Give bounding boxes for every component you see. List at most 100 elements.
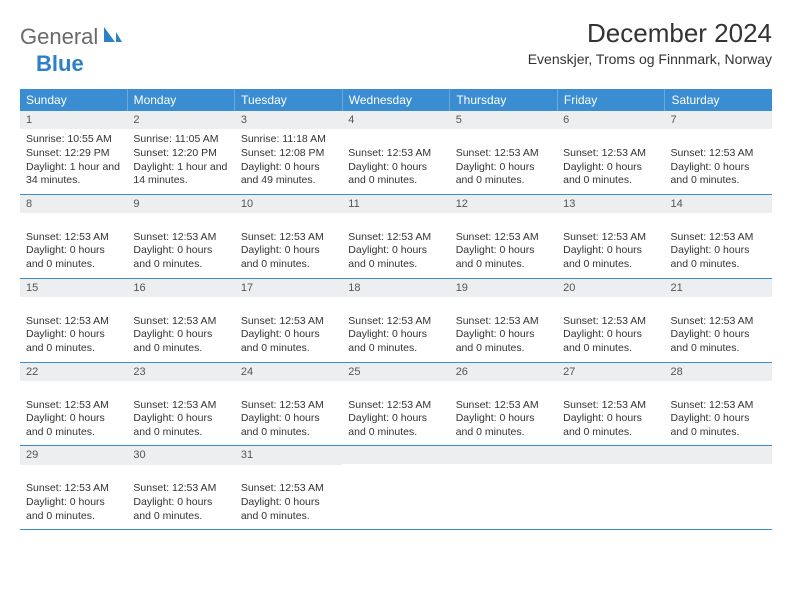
day-line: Daylight: 0 hours and 49 minutes. [241, 161, 336, 188]
day-number: 8 [20, 195, 127, 213]
day-line: Sunset: 12:53 AM [133, 231, 228, 245]
day-line: Sunset: 12:53 AM [563, 147, 658, 161]
day-number: 1 [20, 111, 127, 129]
day-data: Sunset: 12:53 AMDaylight: 0 hours and 0 … [127, 297, 234, 356]
day-data: Sunset: 12:53 AMDaylight: 0 hours and 0 … [20, 297, 127, 356]
day-data: Sunset: 12:53 AMDaylight: 0 hours and 0 … [665, 129, 772, 188]
day-line: Daylight: 0 hours and 0 minutes. [456, 244, 551, 271]
day-line-blank [241, 301, 336, 315]
day-data: Sunset: 12:53 AMDaylight: 0 hours and 0 … [557, 297, 664, 356]
brand-word-1: General [20, 24, 98, 50]
calendar-page: General December 2024 Evenskjer, Troms o… [0, 0, 792, 548]
page-title: December 2024 [528, 18, 772, 49]
day-line: Daylight: 0 hours and 0 minutes. [671, 161, 766, 188]
day-data: Sunrise: 10:55 AMSunset: 12:29 PMDayligh… [20, 129, 127, 188]
day-data: Sunset: 12:53 AMDaylight: 0 hours and 0 … [342, 213, 449, 272]
day-line: Daylight: 1 hour and 34 minutes. [26, 161, 121, 188]
day-line-blank [133, 385, 228, 399]
weekday-header: Sunday [20, 89, 128, 111]
calendar-day-cell: 4 Sunset: 12:53 AMDaylight: 0 hours and … [342, 111, 449, 194]
day-data: Sunset: 12:53 AMDaylight: 0 hours and 0 … [235, 465, 342, 524]
calendar-day-cell: 3Sunrise: 11:18 AMSunset: 12:08 PMDaylig… [235, 111, 342, 194]
day-number: 20 [557, 279, 664, 297]
weekday-header: Tuesday [235, 89, 343, 111]
weekday-header-row: Sunday Monday Tuesday Wednesday Thursday… [20, 89, 772, 111]
day-line-blank [133, 301, 228, 315]
day-line: Daylight: 0 hours and 0 minutes. [133, 328, 228, 355]
day-line: Daylight: 0 hours and 0 minutes. [671, 328, 766, 355]
day-number [342, 446, 449, 464]
day-data: Sunset: 12:53 AMDaylight: 0 hours and 0 … [665, 213, 772, 272]
day-line-blank [133, 469, 228, 483]
calendar-day-cell: 10 Sunset: 12:53 AMDaylight: 0 hours and… [235, 195, 342, 278]
day-line: Daylight: 0 hours and 0 minutes. [348, 161, 443, 188]
day-line: Sunrise: 10:55 AM [26, 133, 121, 147]
day-line: Sunrise: 11:18 AM [241, 133, 336, 147]
day-data: Sunset: 12:53 AMDaylight: 0 hours and 0 … [665, 297, 772, 356]
day-line: Daylight: 0 hours and 0 minutes. [563, 244, 658, 271]
day-data: Sunrise: 11:18 AMSunset: 12:08 PMDayligh… [235, 129, 342, 188]
calendar-day-cell: 1Sunrise: 10:55 AMSunset: 12:29 PMDaylig… [20, 111, 127, 194]
day-line-blank [348, 301, 443, 315]
day-line: Daylight: 0 hours and 0 minutes. [563, 328, 658, 355]
calendar-day-cell: 15 Sunset: 12:53 AMDaylight: 0 hours and… [20, 279, 127, 362]
day-data: Sunrise: 11:05 AMSunset: 12:20 PMDayligh… [127, 129, 234, 188]
day-line: Daylight: 0 hours and 0 minutes. [241, 244, 336, 271]
day-line: Sunset: 12:53 AM [241, 399, 336, 413]
day-line-blank [456, 133, 551, 147]
day-number [665, 446, 772, 464]
calendar-week-row: 29 Sunset: 12:53 AMDaylight: 0 hours and… [20, 446, 772, 530]
day-line-blank [456, 301, 551, 315]
weekday-header: Friday [558, 89, 666, 111]
day-number: 3 [235, 111, 342, 129]
day-line-blank [348, 133, 443, 147]
day-data: Sunset: 12:53 AMDaylight: 0 hours and 0 … [20, 213, 127, 272]
day-line: Daylight: 0 hours and 0 minutes. [26, 328, 121, 355]
day-line-blank [456, 385, 551, 399]
calendar-day-cell: 27 Sunset: 12:53 AMDaylight: 0 hours and… [557, 363, 664, 446]
day-data: Sunset: 12:53 AMDaylight: 0 hours and 0 … [235, 297, 342, 356]
day-number: 15 [20, 279, 127, 297]
day-data: Sunset: 12:53 AMDaylight: 0 hours and 0 … [450, 129, 557, 188]
day-number: 4 [342, 111, 449, 129]
day-line: Sunset: 12:29 PM [26, 147, 121, 161]
calendar-day-cell: 23 Sunset: 12:53 AMDaylight: 0 hours and… [127, 363, 234, 446]
calendar-day-cell: 17 Sunset: 12:53 AMDaylight: 0 hours and… [235, 279, 342, 362]
calendar-day-cell: 22 Sunset: 12:53 AMDaylight: 0 hours and… [20, 363, 127, 446]
day-line-blank [241, 385, 336, 399]
day-line: Daylight: 0 hours and 0 minutes. [348, 244, 443, 271]
day-number: 7 [665, 111, 772, 129]
day-line-blank [671, 385, 766, 399]
day-line: Sunset: 12:53 AM [671, 147, 766, 161]
day-data: Sunset: 12:53 AMDaylight: 0 hours and 0 … [450, 297, 557, 356]
day-line: Sunset: 12:53 AM [348, 147, 443, 161]
day-number: 27 [557, 363, 664, 381]
day-data: Sunset: 12:53 AMDaylight: 0 hours and 0 … [342, 381, 449, 440]
day-line: Daylight: 0 hours and 0 minutes. [456, 161, 551, 188]
day-line: Daylight: 0 hours and 0 minutes. [133, 244, 228, 271]
brand-logo: General [20, 24, 124, 50]
day-data: Sunset: 12:53 AMDaylight: 0 hours and 0 … [20, 465, 127, 524]
day-line-blank [241, 217, 336, 231]
calendar-day-cell: 18 Sunset: 12:53 AMDaylight: 0 hours and… [342, 279, 449, 362]
day-number: 6 [557, 111, 664, 129]
calendar-week-row: 15 Sunset: 12:53 AMDaylight: 0 hours and… [20, 279, 772, 363]
day-line: Daylight: 0 hours and 0 minutes. [133, 496, 228, 523]
day-data: Sunset: 12:53 AMDaylight: 0 hours and 0 … [557, 213, 664, 272]
title-block: December 2024 Evenskjer, Troms og Finnma… [528, 18, 772, 67]
calendar-grid: Sunday Monday Tuesday Wednesday Thursday… [20, 89, 772, 530]
day-line: Daylight: 0 hours and 0 minutes. [348, 412, 443, 439]
day-line-blank [26, 385, 121, 399]
day-line: Sunset: 12:53 AM [671, 399, 766, 413]
calendar-day-cell: 5 Sunset: 12:53 AMDaylight: 0 hours and … [450, 111, 557, 194]
day-line: Sunset: 12:53 AM [348, 315, 443, 329]
day-number: 11 [342, 195, 449, 213]
day-line: Sunset: 12:53 AM [26, 315, 121, 329]
day-number: 14 [665, 195, 772, 213]
calendar-day-cell: 29 Sunset: 12:53 AMDaylight: 0 hours and… [20, 446, 127, 529]
day-number: 31 [235, 446, 342, 464]
calendar-day-cell: 25 Sunset: 12:53 AMDaylight: 0 hours and… [342, 363, 449, 446]
calendar-day-cell: 24 Sunset: 12:53 AMDaylight: 0 hours and… [235, 363, 342, 446]
calendar-day-cell: 16 Sunset: 12:53 AMDaylight: 0 hours and… [127, 279, 234, 362]
calendar-week-row: 1Sunrise: 10:55 AMSunset: 12:29 PMDaylig… [20, 111, 772, 195]
